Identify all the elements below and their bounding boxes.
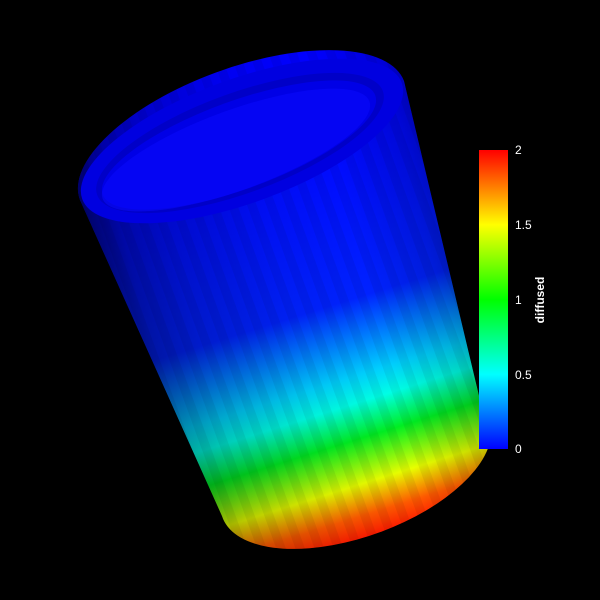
colorbar-tick-2: 2 bbox=[515, 143, 522, 157]
colorbar-tick-0-5: 0.5 bbox=[515, 368, 532, 382]
colorbar-tick-1-5: 1.5 bbox=[515, 218, 532, 232]
colorbar-title: diffused bbox=[533, 276, 547, 324]
colorbar-gradient bbox=[479, 150, 508, 449]
colorbar-tick-1: 1 bbox=[515, 293, 522, 307]
colorbar-tick-0: 0 bbox=[515, 442, 522, 456]
